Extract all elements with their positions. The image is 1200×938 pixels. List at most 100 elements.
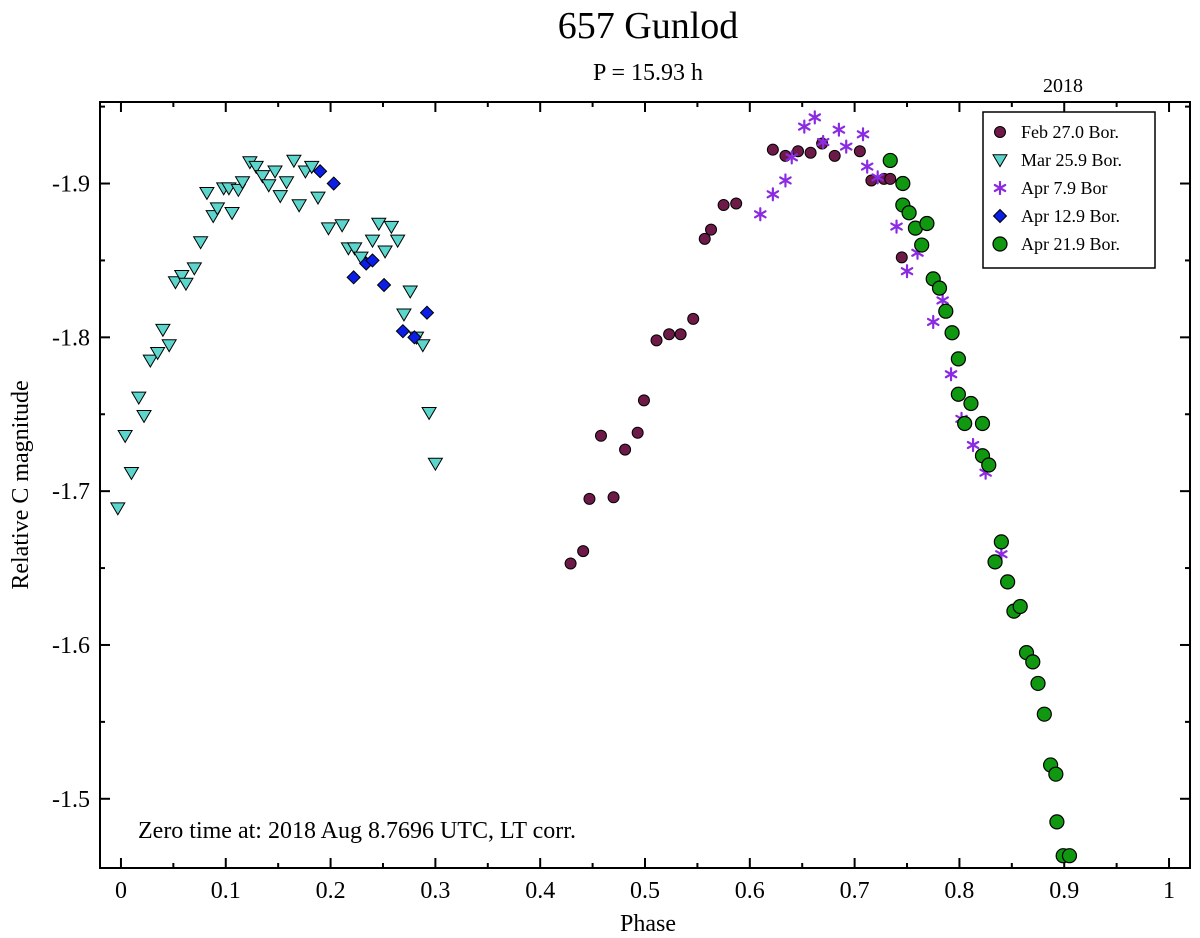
data-point-feb27 [637, 394, 650, 407]
data-point-mar25 [234, 176, 251, 190]
data-point-mar25 [130, 391, 147, 405]
legend-label-apr7: Apr 7.9 Bor [1021, 178, 1108, 198]
data-point-apr21 [987, 554, 1003, 570]
data-point-apr21 [931, 280, 948, 296]
data-point-mar25 [278, 176, 295, 190]
data-point-apr21 [914, 237, 930, 253]
data-point-apr21 [950, 351, 966, 367]
data-point-apr21 [1025, 654, 1041, 670]
data-point-mar25 [286, 154, 302, 169]
data-point-mar25 [224, 206, 240, 221]
data-point-apr7 [926, 314, 940, 330]
legend-marker-apr21 [992, 236, 1008, 252]
data-point-apr12 [395, 323, 411, 339]
data-point-mar25 [199, 187, 215, 201]
data-point-apr7 [766, 187, 780, 202]
data-point-feb27 [884, 172, 897, 185]
y-tick-label: -1.8 [52, 325, 90, 351]
data-point-apr21 [1061, 848, 1078, 864]
data-point-feb27 [607, 491, 620, 504]
data-point-mar25 [149, 346, 166, 361]
data-point-apr12 [407, 330, 422, 345]
data-point-apr21 [944, 325, 960, 341]
data-point-feb27 [828, 149, 841, 162]
data-point-apr21 [1012, 598, 1028, 615]
x-tick-label: 0.8 [944, 878, 974, 904]
data-point-apr7 [816, 134, 830, 150]
series-feb27 [564, 137, 908, 570]
data-point-apr7 [900, 264, 914, 279]
data-point-feb27 [674, 328, 687, 341]
data-point-mar25 [334, 219, 350, 233]
data-point-apr7 [785, 150, 799, 165]
data-point-apr12 [326, 176, 341, 191]
data-point-mar25 [291, 199, 308, 213]
data-point-mar25 [320, 222, 337, 236]
y-tick-label: -1.5 [52, 787, 90, 813]
data-point-apr21 [993, 534, 1009, 550]
data-point-feb27 [594, 429, 607, 442]
data-point-apr7 [966, 437, 980, 453]
data-point-mar25 [248, 160, 265, 175]
series-mar25 [109, 154, 444, 516]
data-point-mar25 [364, 234, 381, 249]
legend-marker-mar25 [992, 154, 1008, 168]
x-tick-label: 0.1 [211, 878, 241, 904]
data-point-feb27 [650, 334, 663, 347]
x-tick-label: 0.7 [840, 878, 870, 904]
data-point-mar25 [427, 457, 444, 472]
x-tick-label: 0.5 [630, 878, 660, 904]
data-point-apr7 [860, 159, 874, 174]
data-point-mar25 [260, 179, 277, 193]
y-tick-label: -1.7 [52, 479, 90, 505]
data-point-apr21 [1049, 814, 1065, 830]
legend-marker-feb27 [994, 126, 1006, 138]
legend-label-mar25: Mar 25.9 Bor. [1021, 150, 1122, 170]
y-axis-label: Relative C magnitude [8, 380, 34, 589]
data-point-mar25 [161, 339, 178, 353]
data-point-apr7 [753, 207, 767, 222]
data-point-mar25 [192, 236, 209, 250]
data-point-mar25 [123, 466, 140, 481]
data-point-mar25 [186, 262, 203, 276]
x-tick-label: 0.9 [1049, 878, 1079, 904]
data-point-mar25 [117, 430, 134, 444]
data-point-feb27 [698, 232, 711, 245]
chart-subtitle: P = 15.93 h [593, 60, 703, 86]
y-tick-label: -1.6 [52, 633, 90, 659]
data-point-apr12 [419, 305, 435, 320]
data-point-mar25 [109, 502, 126, 516]
data-point-mar25 [377, 245, 393, 259]
data-point-feb27 [730, 197, 743, 210]
data-point-feb27 [663, 328, 676, 341]
data-point-feb27 [766, 143, 779, 156]
data-point-feb27 [583, 492, 596, 505]
data-point-feb27 [631, 426, 644, 439]
data-point-apr21 [1048, 766, 1064, 782]
data-point-apr21 [895, 175, 911, 192]
data-point-mar25 [370, 217, 387, 232]
data-point-apr21 [981, 457, 997, 473]
data-point-apr21 [963, 395, 979, 412]
data-point-apr21 [901, 205, 917, 221]
data-point-feb27 [853, 145, 866, 158]
data-point-apr7 [779, 173, 792, 188]
data-point-mar25 [383, 220, 400, 235]
x-tick-label: 0.6 [735, 878, 765, 904]
data-point-mar25 [136, 410, 152, 424]
data-point-apr21 [1036, 706, 1052, 722]
data-point-mar25 [173, 270, 190, 284]
data-point-feb27 [619, 443, 632, 456]
data-point-apr21 [882, 152, 898, 169]
data-point-mar25 [272, 190, 289, 204]
data-point-apr7 [856, 127, 870, 142]
data-point-mar25 [396, 308, 412, 322]
legend-markers [992, 126, 1008, 252]
legend-label-feb27: Feb 27.0 Bor. [1021, 122, 1119, 142]
legend-marker-apr7 [993, 180, 1007, 196]
data-point-mar25 [155, 323, 171, 338]
data-point-mar25 [209, 202, 226, 216]
data-point-mar25 [310, 191, 326, 206]
data-point-mar25 [178, 277, 194, 292]
